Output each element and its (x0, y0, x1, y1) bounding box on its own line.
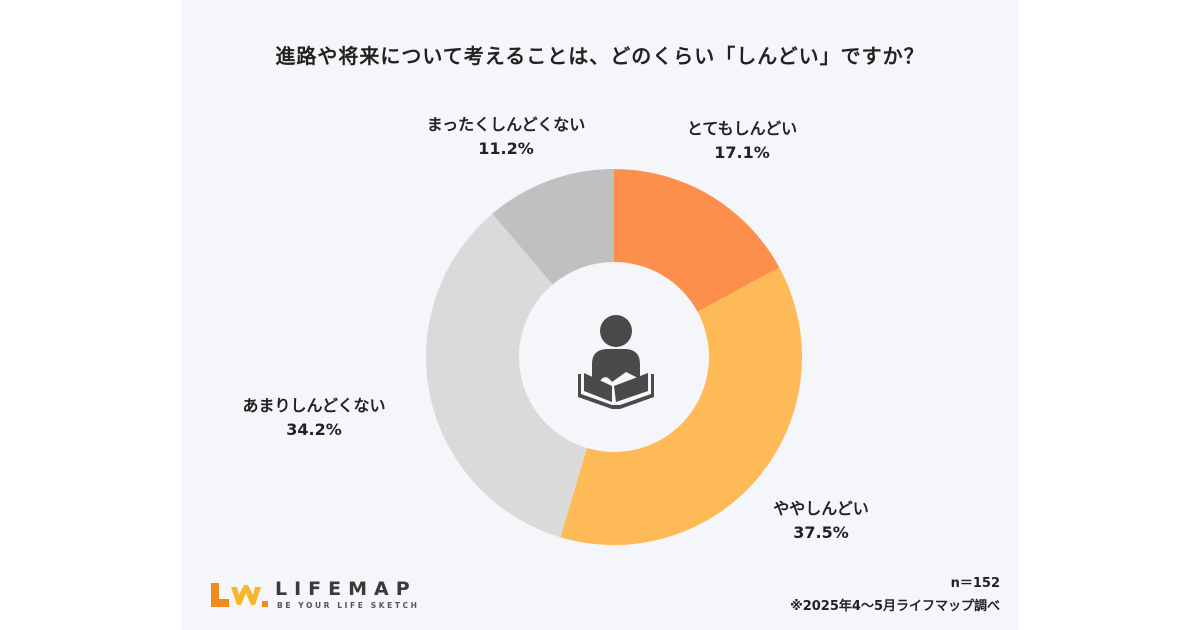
slice-label: とてもしんどい (687, 119, 797, 138)
logo-name: LIFEMAP (275, 578, 417, 600)
logo-tagline: BE YOUR LIFE SKETCH (277, 601, 420, 610)
sample-size: n＝152 (950, 576, 1000, 591)
source-note: ※2025年4〜5月ライフマップ調べ (790, 599, 1000, 614)
donut-slice (426, 213, 587, 538)
slice-label: まったくしんどくない (427, 115, 585, 134)
donut-slice (560, 267, 803, 545)
donut-slice (614, 169, 780, 312)
slice-label: あまりしんどくない (242, 396, 385, 415)
slice-labels: とてもしんどい 17.1% ややしんどい 37.5% あまりしんどくない 34.2% まった… (242, 115, 868, 542)
donut-slices (426, 169, 803, 545)
chart-title: 進路や将来について考えることは、どのくらい「しんどい」ですか？ (275, 44, 925, 68)
slice-label: ややしんどい (773, 499, 869, 518)
slice-value-label: 34.2% (286, 420, 342, 439)
lifemap-logo: LIFEMAP BE YOUR LIFE SKETCH (209, 578, 469, 615)
slice-value-label: 11.2% (478, 139, 534, 158)
person-reading-book-icon (578, 315, 654, 409)
donut-slice (492, 169, 614, 285)
slice-value-label: 17.1% (714, 143, 770, 162)
lifemap-logo-mark-icon (211, 583, 268, 607)
slice-value-label: 37.5% (793, 523, 849, 542)
